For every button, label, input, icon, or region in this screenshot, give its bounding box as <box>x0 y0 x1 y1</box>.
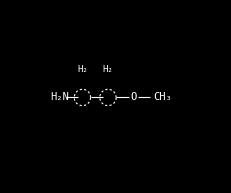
Text: CH₃: CH₃ <box>153 92 172 102</box>
Text: H₂: H₂ <box>103 65 113 74</box>
Text: O: O <box>130 92 136 102</box>
Text: H₂: H₂ <box>77 65 88 74</box>
Text: H₂N: H₂N <box>50 92 69 102</box>
